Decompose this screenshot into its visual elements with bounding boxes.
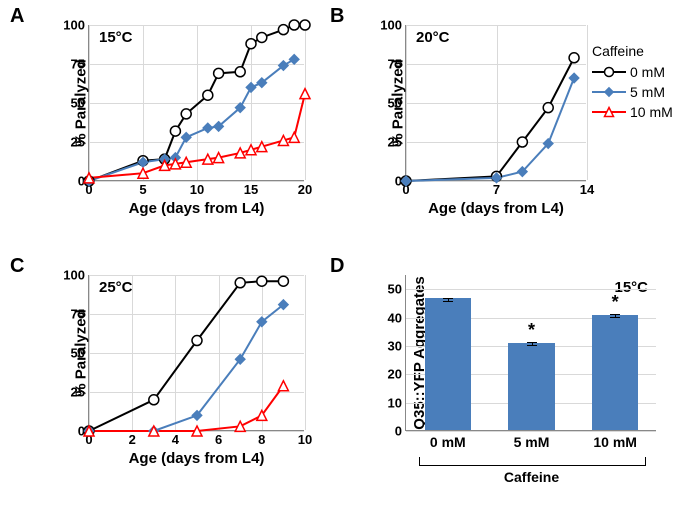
xtick-label: 15 [244,180,258,197]
xtick-label: 20 [298,180,312,197]
ytick-label: 50 [71,96,89,111]
bar-category-label: 5 mM [514,430,550,450]
panel-a-label: A [10,5,24,28]
panel-d-plot: Q35::YFP Aggregates per Worm 15°C 010203… [405,275,656,431]
series-svg [89,275,305,431]
ytick-label: 75 [71,57,89,72]
legend-label: 0 mM [630,64,665,80]
xtick-label: 8 [258,430,265,447]
panel-b: B % Paralyzed Age (days from L4) 20°C 02… [330,5,680,235]
legend-label: 10 mM [630,104,673,120]
series-svg [89,25,305,181]
legend-item: 0 mM [592,63,673,81]
legend-swatch [592,85,626,99]
legend: Caffeine 0 mM 5 mM 10 mM [592,43,673,123]
ytick-label: 40 [388,310,406,325]
panel-b-plot: % Paralyzed Age (days from L4) 20°C 0255… [405,25,586,181]
legend-label: 5 mM [630,84,665,100]
legend-swatch [592,105,626,119]
panel-d: D Q35::YFP Aggregates per Worm 15°C 0102… [330,255,680,510]
xtick-label: 10 [190,180,204,197]
series-svg [406,25,587,181]
xtick-label: 5 [139,180,146,197]
bar-category-label: 10 mM [593,430,637,450]
ytick-label: 10 [388,395,406,410]
bar [592,315,638,430]
xtick-label: 10 [298,430,312,447]
figure-root: A % Paralyzed Age (days from L4) 15°C 02… [0,0,685,515]
xtick-label: 4 [172,430,179,447]
panel-d-temp: 15°C [614,279,648,296]
panel-d-label: D [330,255,344,278]
ytick-label: 100 [63,18,89,33]
legend-swatch [592,65,626,79]
legend-item: 5 mM [592,83,673,101]
ytick-label: 50 [71,346,89,361]
xtick-label: 14 [580,180,594,197]
panel-c-label: C [10,255,24,278]
xtick-label: 2 [129,430,136,447]
ytick-label: 75 [388,57,406,72]
panel-c-plot: % Paralyzed Age (days from L4) 25°C 0255… [88,275,304,431]
legend-title: Caffeine [592,43,673,59]
legend-item: 10 mM [592,103,673,121]
ytick-label: 50 [388,96,406,111]
bar-group-bracket [419,457,647,466]
panel-a: A % Paralyzed Age (days from L4) 15°C 02… [10,5,320,235]
bar-group-label: Caffeine [504,469,559,485]
ytick-label: 30 [388,338,406,353]
bar-category-label: 0 mM [430,430,466,450]
bar [425,298,471,430]
significance-marker: * [528,320,535,341]
ytick-label: 25 [71,135,89,150]
bar [508,343,554,430]
ytick-label: 50 [388,282,406,297]
panel-c: C % Paralyzed Age (days from L4) 25°C 02… [10,255,320,510]
ytick-label: 25 [388,135,406,150]
ytick-label: 25 [71,385,89,400]
xtick-label: 6 [215,430,222,447]
ytick-label: 100 [380,18,406,33]
ytick-label: 0 [395,424,406,439]
ytick-label: 75 [71,307,89,322]
panel-a-plot: % Paralyzed Age (days from L4) 15°C 0255… [88,25,304,181]
ytick-label: 100 [63,268,89,283]
significance-marker: * [612,292,619,313]
ytick-label: 20 [388,367,406,382]
panel-b-label: B [330,5,344,28]
